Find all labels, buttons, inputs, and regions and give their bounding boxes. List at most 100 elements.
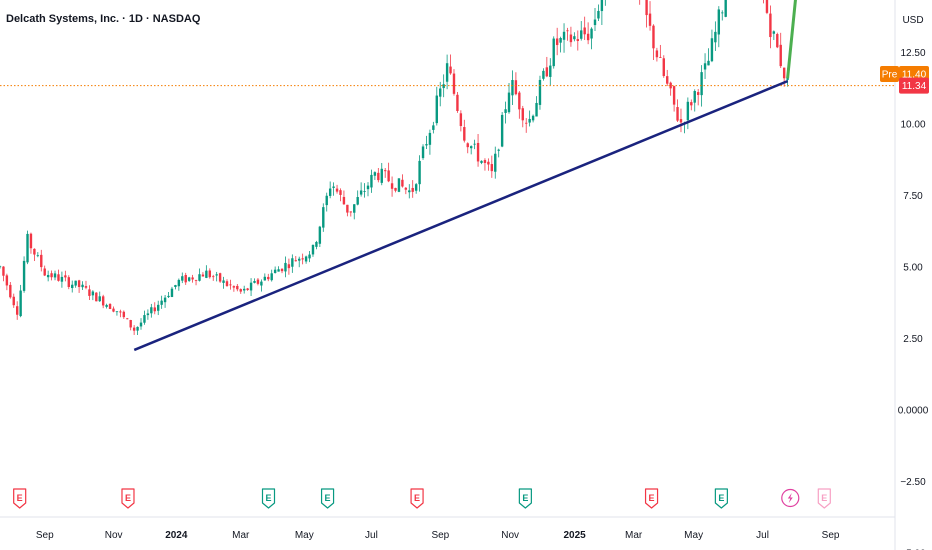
- y-tick-label: 10.00: [900, 120, 925, 131]
- candle-body: [322, 207, 325, 228]
- earnings-marker-letter: E: [522, 493, 528, 503]
- chart-title: Delcath Systems, Inc. · 1D · NASDAQ: [6, 13, 201, 25]
- candle-body: [359, 190, 363, 195]
- earnings-marker-icon[interactable]: [518, 488, 532, 509]
- candle-body: [311, 244, 315, 255]
- candle-body: [181, 276, 184, 281]
- earnings-marker-icon[interactable]: [644, 488, 659, 509]
- time-axis[interactable]: Sep Nov 2024 Mar May Jul Sep Nov 2025 Mar May Jul Se…: [0, 516, 895, 541]
- candle-body: [174, 285, 177, 288]
- candle-body: [717, 9, 721, 35]
- earnings-marker-icon[interactable]: [320, 488, 335, 509]
- premarket-price-tag[interactable]: 11.40: [902, 69, 927, 80]
- candle-body: [153, 307, 156, 312]
- candle-body: [40, 254, 43, 268]
- candle-body: [469, 146, 473, 149]
- support-trendline[interactable]: [133, 79, 789, 352]
- earnings-marker-icon[interactable]: [13, 488, 27, 509]
- candle-body: [29, 233, 33, 249]
- candle-body: [456, 94, 459, 111]
- x-tick-label: Sep: [431, 530, 449, 541]
- candle-body: [573, 36, 576, 40]
- earnings-marker-letter: E: [17, 493, 23, 503]
- candle-body: [531, 115, 535, 121]
- candle-body: [387, 170, 390, 182]
- last-price-tag[interactable]: 11.34: [902, 81, 927, 92]
- candle-body: [119, 311, 122, 313]
- candle-body: [187, 277, 191, 281]
- candle-body: [132, 327, 136, 331]
- earnings-marker-icon[interactable]: [714, 488, 728, 509]
- candle-body: [22, 260, 26, 291]
- candle-body: [590, 28, 593, 39]
- y-tick-label: −2.50: [900, 477, 926, 488]
- candle-body: [504, 109, 507, 113]
- candle-body: [418, 160, 421, 185]
- candle-body: [476, 142, 480, 162]
- candle-body: [256, 279, 260, 284]
- candle-body: [184, 274, 187, 283]
- candle-body: [284, 262, 287, 272]
- projection-arrow-shaft[interactable]: [786, 0, 809, 79]
- candle-body: [136, 326, 139, 331]
- candle-body: [655, 50, 659, 58]
- x-tick-label: May: [684, 530, 703, 541]
- candle-body: [497, 149, 500, 151]
- candle-body: [676, 107, 679, 121]
- earnings-marker-icon[interactable]: [121, 488, 135, 509]
- candle-body: [569, 34, 573, 43]
- candle-body: [277, 269, 280, 272]
- candle-body: [380, 168, 383, 183]
- candle-body: [445, 63, 449, 82]
- candle-body: [198, 274, 201, 281]
- candle-body: [786, 78, 789, 80]
- candle-body: [435, 95, 438, 124]
- x-tick-label: Nov: [105, 530, 123, 541]
- candle-body: [672, 86, 676, 105]
- candle-body: [222, 280, 225, 283]
- candle-body: [710, 38, 714, 62]
- candle-body: [538, 79, 542, 105]
- currency-label[interactable]: USD: [902, 15, 923, 26]
- candle-body: [98, 296, 101, 302]
- earnings-marker-icon[interactable]: [817, 488, 831, 509]
- candle-body: [394, 187, 397, 191]
- candle-body: [270, 273, 273, 281]
- candle-body: [439, 88, 442, 97]
- candle-body: [9, 284, 12, 298]
- y-tick-label: 5.00: [903, 263, 923, 274]
- candle-body: [442, 84, 445, 89]
- candle-body: [449, 66, 452, 74]
- candle-body: [60, 276, 64, 282]
- x-tick-label: Nov: [501, 530, 519, 541]
- candle-body: [335, 188, 339, 192]
- earnings-marker-icon[interactable]: [261, 488, 276, 509]
- candle-body: [690, 102, 693, 106]
- x-tick-label: Mar: [232, 530, 250, 541]
- price-axis[interactable]: 25.0022.5020.0017.5015.0012.5010.007.505…: [880, 0, 929, 550]
- earnings-marker-letter: E: [414, 493, 420, 503]
- candle-body: [57, 274, 60, 281]
- candle-body: [414, 184, 418, 191]
- candle-body: [583, 27, 586, 35]
- candle-body: [425, 144, 428, 146]
- candle-body: [301, 258, 304, 260]
- candle-body: [342, 196, 346, 205]
- candle-body: [19, 290, 22, 317]
- candle-body: [108, 304, 112, 310]
- candle-body: [298, 258, 301, 261]
- earnings-marker-icon[interactable]: [410, 488, 424, 509]
- candle-body: [593, 19, 597, 26]
- candle-body: [163, 297, 167, 303]
- candle-body: [707, 60, 710, 66]
- candle-body: [346, 204, 349, 213]
- candle-body: [765, 0, 769, 13]
- candle-body: [146, 313, 150, 316]
- candle-body: [373, 172, 377, 176]
- x-tick-label: 2024: [165, 530, 188, 541]
- earnings-marker-letter: E: [649, 493, 655, 503]
- candle-body: [46, 274, 50, 278]
- candle-body: [308, 254, 311, 259]
- candle-body: [67, 277, 70, 287]
